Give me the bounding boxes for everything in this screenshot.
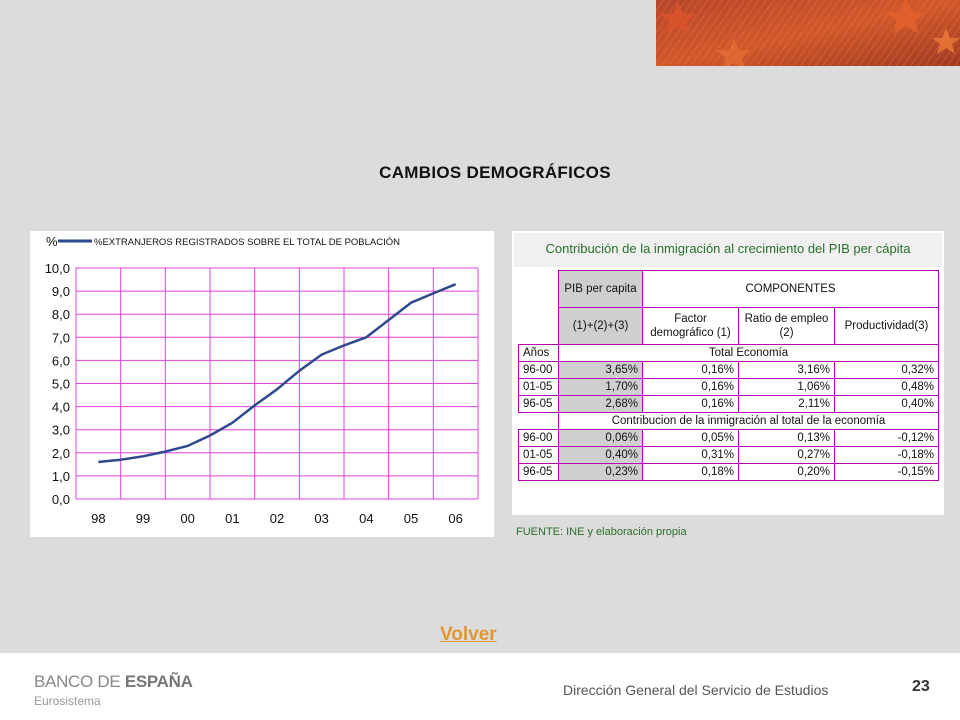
ratio-cell: 1,06% xyxy=(738,378,835,396)
prod-cell: 0,40% xyxy=(834,395,939,413)
logo-subtitle: Eurosistema xyxy=(34,694,101,708)
y-tick-label: 9,0 xyxy=(52,284,70,299)
y-tick-label: 8,0 xyxy=(52,307,70,322)
pib-cell: 1,70% xyxy=(558,378,643,396)
y-tick-label: 7,0 xyxy=(52,330,70,345)
section-title: Contribucion de la inmigración al total … xyxy=(558,412,939,430)
componentes-header: COMPONENTES xyxy=(642,270,939,308)
table-row: 96-00 3,65% 0,16% 3,16% 0,32% xyxy=(518,361,939,379)
period-cell: 96-00 xyxy=(518,361,559,379)
empty-cell xyxy=(519,271,559,308)
logo-text-a: BANCO DE xyxy=(34,672,125,691)
factor-header: Factor demográfico (1) xyxy=(642,307,739,345)
factor-cell: 0,05% xyxy=(642,429,739,447)
y-unit-label: % xyxy=(46,234,58,249)
table-row: 96-05 0,23% 0,18% 0,20% -0,15% xyxy=(518,463,939,481)
factor-cell: 0,18% xyxy=(642,463,739,481)
footer xyxy=(0,653,960,720)
factor-cell: 0,16% xyxy=(642,395,739,413)
table-header-row: (1)+(2)+(3) Factor demográfico (1) Ratio… xyxy=(519,307,939,345)
ratio-cell: 0,27% xyxy=(738,446,835,464)
x-tick-label: 99 xyxy=(136,511,150,526)
pib-cell: 2,68% xyxy=(558,395,643,413)
legend-label: %EXTRANJEROS REGISTRADOS SOBRE EL TOTAL … xyxy=(94,237,400,248)
period-cell: 96-05 xyxy=(518,463,559,481)
x-tick-label: 02 xyxy=(270,511,284,526)
y-tick-label: 3,0 xyxy=(52,423,70,438)
period-cell: 01-05 xyxy=(518,378,559,396)
pib-cell: 0,06% xyxy=(558,429,643,447)
ratio-cell: 0,20% xyxy=(738,463,835,481)
prod-cell: -0,15% xyxy=(834,463,939,481)
x-tick-label: 03 xyxy=(314,511,328,526)
contribution-table: PIB per capita COMPONENTES (1)+(2)+(3) F… xyxy=(518,270,939,481)
department-label: Dirección General del Servicio de Estudi… xyxy=(563,682,829,698)
line-chart: 0,0 1,0 2,0 3,0 4,0 5,0 6,0 7,0 8,0 9,0 10,0 98 99 00… xyxy=(30,231,494,537)
table-header-row: PIB per capita COMPONENTES xyxy=(519,270,939,308)
empty-cell xyxy=(519,308,559,345)
pib-cell: 0,23% xyxy=(558,463,643,481)
factor-cell: 0,31% xyxy=(642,446,739,464)
section-title: Total Economía xyxy=(558,344,939,362)
period-cell: 96-00 xyxy=(518,429,559,447)
anos-label: Años xyxy=(518,344,559,362)
table-row: 96-00 0,06% 0,05% 0,13% -0,12% xyxy=(518,429,939,447)
prod-cell: -0,18% xyxy=(834,446,939,464)
pib-header: PIB per capita xyxy=(558,270,643,308)
table-row: 01-05 0,40% 0,31% 0,27% -0,18% xyxy=(518,446,939,464)
star-icon xyxy=(932,28,960,54)
logo-text-b: ESPAÑA xyxy=(124,672,193,691)
x-tick-label: 98 xyxy=(91,511,105,526)
formula-header: (1)+(2)+(3) xyxy=(558,307,643,345)
prod-cell: 0,32% xyxy=(834,361,939,379)
x-tick-label: 06 xyxy=(448,511,462,526)
period-cell: 01-05 xyxy=(518,446,559,464)
decorative-banner xyxy=(656,0,960,66)
volver-link[interactable]: Volver xyxy=(440,624,497,645)
y-tick-label: 4,0 xyxy=(52,400,70,415)
ratio-cell: 0,13% xyxy=(738,429,835,447)
star-icon xyxy=(716,38,752,66)
section-row: Contribucion de la inmigración al total … xyxy=(519,412,939,430)
x-tick-label: 00 xyxy=(180,511,194,526)
page-title: CAMBIOS DEMOGRÁFICOS xyxy=(379,163,611,182)
y-tick-label: 5,0 xyxy=(52,377,70,392)
x-tick-label: 04 xyxy=(359,511,373,526)
y-tick-label: 10,0 xyxy=(45,261,70,276)
factor-cell: 0,16% xyxy=(642,361,739,379)
series-line xyxy=(98,283,457,464)
pib-cell: 3,65% xyxy=(558,361,643,379)
prod-cell: -0,12% xyxy=(834,429,939,447)
page-number: 23 xyxy=(912,678,930,695)
table-title: Contribución de la inmigración al crecim… xyxy=(514,233,942,267)
y-tick-label: 0,0 xyxy=(52,492,70,507)
y-tick-label: 6,0 xyxy=(52,353,70,368)
period-cell: 96-05 xyxy=(518,395,559,413)
prod-cell: 0,48% xyxy=(834,378,939,396)
y-tick-label: 1,0 xyxy=(52,469,70,484)
ratio-cell: 3,16% xyxy=(738,361,835,379)
ratio-cell: 2,11% xyxy=(738,395,835,413)
ratio-header: Ratio de empleo (2) xyxy=(738,307,835,345)
factor-cell: 0,16% xyxy=(642,378,739,396)
bank-logo: BANCO DE ESPAÑA xyxy=(34,672,193,692)
star-icon xyxy=(886,0,926,34)
pib-cell: 0,40% xyxy=(558,446,643,464)
table-row: 01-05 1,70% 0,16% 1,06% 0,48% xyxy=(518,378,939,396)
table-row: 96-05 2,68% 0,16% 2,11% 0,40% xyxy=(518,395,939,413)
star-icon xyxy=(660,2,696,34)
y-tick-label: 2,0 xyxy=(52,446,70,461)
x-tick-label: 01 xyxy=(225,511,239,526)
productividad-header: Productividad(3) xyxy=(834,307,939,345)
empty-cell xyxy=(519,413,559,430)
source-note: FUENTE: INE y elaboración propia xyxy=(516,526,687,538)
section-row: Años Total Economía xyxy=(518,344,939,362)
x-tick-label: 05 xyxy=(404,511,418,526)
